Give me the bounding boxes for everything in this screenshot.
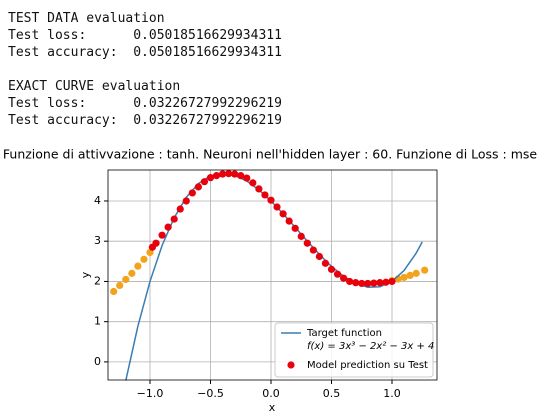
point xyxy=(200,178,209,186)
legend-box xyxy=(274,322,434,378)
point xyxy=(249,179,257,187)
point xyxy=(140,255,148,263)
point xyxy=(134,262,142,270)
y-tick-label: 2 xyxy=(94,274,101,287)
point xyxy=(194,183,202,191)
point xyxy=(218,170,227,178)
legend-label: Target function xyxy=(306,328,382,339)
output-line: Test accuracy: 0.03226727992296219 xyxy=(8,113,282,128)
x-tick-label: −0.5 xyxy=(197,387,224,400)
y-tick-label: 1 xyxy=(94,315,101,328)
point xyxy=(182,197,190,205)
point xyxy=(128,269,136,277)
point xyxy=(421,266,429,274)
point xyxy=(164,223,172,231)
legend-marker xyxy=(287,361,295,369)
point xyxy=(358,279,366,288)
point xyxy=(225,170,233,178)
output-line: EXACT CURVE evaluation xyxy=(8,79,181,94)
point xyxy=(273,203,281,211)
point xyxy=(297,232,305,240)
point xyxy=(327,265,336,273)
point xyxy=(339,274,348,282)
point xyxy=(152,239,160,247)
point xyxy=(364,279,372,288)
output-line: Test loss: 0.05018516629934311 xyxy=(8,28,282,43)
legend-formula: f(x) = 3x³ − 2x² − 3x + 4 xyxy=(307,341,434,352)
point xyxy=(206,174,215,182)
point xyxy=(412,269,420,277)
chart-title: Funzione di attivvazione : tanh. Neuroni… xyxy=(3,147,538,162)
output-line: Test accuracy: 0.05018516629934311 xyxy=(8,45,282,60)
point xyxy=(346,277,354,286)
x-tick-label: −1.0 xyxy=(137,387,164,400)
point xyxy=(370,279,378,287)
point xyxy=(303,239,311,247)
point xyxy=(237,172,245,180)
point xyxy=(110,287,118,296)
point xyxy=(243,174,251,182)
point xyxy=(176,205,184,213)
point xyxy=(315,252,323,261)
point xyxy=(261,191,269,199)
point xyxy=(267,196,275,204)
output-text: TEST DATA evaluation Test loss: 0.0501851… xyxy=(8,10,282,129)
y-tick-label: 3 xyxy=(94,234,101,247)
point xyxy=(321,259,330,267)
x-tick-label: 0.5 xyxy=(323,387,341,400)
plot-frame xyxy=(107,169,438,381)
point xyxy=(285,217,293,225)
output-line: Test loss: 0.03226727992296219 xyxy=(8,96,282,111)
point xyxy=(279,210,287,218)
point xyxy=(406,271,414,280)
x-tick-label: 1.0 xyxy=(383,387,401,400)
y-tick-label: 4 xyxy=(94,194,101,207)
output-line: TEST DATA evaluation xyxy=(8,11,165,26)
point xyxy=(291,224,299,232)
point xyxy=(122,275,130,284)
point xyxy=(376,279,384,287)
point xyxy=(388,277,396,286)
point xyxy=(255,185,263,193)
point xyxy=(382,278,390,286)
x-axis-label: x xyxy=(269,401,276,414)
point xyxy=(309,246,317,254)
legend-label: Model prediction su Test xyxy=(307,360,428,371)
point xyxy=(333,270,342,278)
x-tick-label: 0.0 xyxy=(262,387,280,400)
point xyxy=(212,172,221,180)
point xyxy=(400,273,408,282)
point xyxy=(170,215,178,223)
point xyxy=(188,189,196,197)
y-axis-label: y xyxy=(79,271,92,278)
y-tick-label: 0 xyxy=(94,355,101,368)
point xyxy=(158,231,166,239)
point xyxy=(231,170,239,178)
point xyxy=(116,281,124,290)
point xyxy=(352,279,360,287)
